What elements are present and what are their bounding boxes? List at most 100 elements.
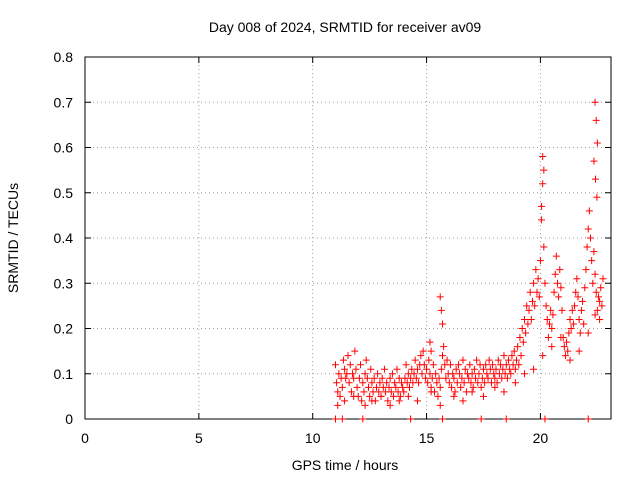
data-point — [527, 315, 535, 323]
data-point — [500, 352, 508, 360]
data-point — [450, 374, 458, 382]
data-point — [388, 370, 396, 378]
data-point — [502, 361, 510, 369]
y-tick-label: 0 — [65, 411, 73, 427]
data-point — [419, 347, 427, 355]
data-point — [383, 379, 391, 387]
data-point — [400, 388, 408, 396]
data-point — [479, 365, 487, 373]
data-point — [457, 383, 465, 391]
data-point — [433, 379, 441, 387]
data-point — [566, 356, 574, 364]
data-point — [359, 379, 367, 387]
data-point — [523, 302, 531, 310]
data-point — [584, 329, 592, 337]
data-point — [489, 361, 497, 369]
data-point — [335, 370, 343, 378]
y-axis-label: SRMTID / TECUs — [5, 183, 21, 293]
data-point — [393, 365, 401, 373]
data-point — [438, 320, 446, 328]
data-point — [533, 288, 541, 296]
data-point — [593, 306, 601, 314]
data-point — [520, 370, 528, 378]
x-tick-label: 10 — [305, 430, 321, 446]
data-point — [407, 415, 415, 423]
data-point — [539, 352, 547, 360]
data-point — [467, 379, 475, 387]
data-point — [420, 361, 428, 369]
data-point — [531, 302, 539, 310]
data-point — [528, 297, 536, 305]
y-tick-label: 0.4 — [54, 230, 74, 246]
data-point — [413, 365, 421, 373]
data-point — [592, 116, 600, 124]
data-point — [395, 397, 403, 405]
data-point — [526, 288, 534, 296]
data-point — [513, 356, 521, 364]
data-point — [341, 365, 349, 373]
data-point — [564, 347, 572, 355]
data-point — [428, 374, 436, 382]
data-point — [541, 415, 549, 423]
data-point — [477, 383, 485, 391]
data-point — [505, 356, 513, 364]
data-point — [360, 388, 368, 396]
data-point — [466, 361, 474, 369]
data-point — [399, 383, 407, 391]
data-point — [563, 338, 571, 346]
data-point — [539, 153, 547, 161]
data-point — [524, 320, 532, 328]
data-point — [585, 207, 593, 215]
data-point — [548, 325, 556, 332]
data-point — [456, 370, 464, 378]
data-point — [588, 257, 596, 265]
data-point — [561, 352, 569, 360]
data-point — [567, 325, 575, 332]
data-point — [577, 306, 585, 314]
data-point — [452, 365, 460, 373]
data-point — [598, 302, 606, 310]
data-point — [436, 401, 444, 409]
data-point — [390, 392, 398, 400]
data-point — [370, 374, 378, 382]
y-tick-label: 0.7 — [54, 94, 74, 110]
data-point — [566, 315, 574, 323]
data-point — [338, 383, 346, 391]
data-point — [549, 311, 557, 319]
data-point — [391, 379, 399, 387]
data-point — [334, 401, 342, 409]
data-point — [596, 297, 604, 305]
data-point — [364, 383, 372, 391]
data-point — [451, 388, 459, 396]
data-point — [558, 306, 566, 314]
data-point — [386, 374, 394, 382]
data-point — [530, 365, 538, 373]
data-point — [516, 334, 524, 342]
data-point — [380, 365, 388, 373]
data-point — [385, 383, 393, 391]
data-point — [442, 374, 450, 382]
data-point — [438, 352, 446, 360]
data-point — [473, 356, 481, 364]
data-point — [358, 397, 366, 405]
data-point — [543, 315, 551, 323]
data-point — [553, 279, 561, 287]
data-point — [483, 370, 491, 378]
data-point — [540, 166, 548, 174]
data-point — [593, 139, 601, 147]
data-point — [499, 365, 507, 373]
data-point — [503, 374, 511, 382]
data-point — [568, 306, 576, 314]
y-tick-label: 0.1 — [54, 366, 74, 382]
data-point — [351, 347, 359, 355]
data-point — [368, 397, 376, 405]
data-point — [573, 275, 581, 283]
data-point — [590, 157, 598, 165]
data-point — [548, 343, 556, 351]
data-point — [576, 329, 584, 337]
data-point — [592, 288, 600, 296]
data-point — [494, 356, 502, 364]
data-point — [511, 379, 519, 387]
data-point — [396, 392, 404, 400]
